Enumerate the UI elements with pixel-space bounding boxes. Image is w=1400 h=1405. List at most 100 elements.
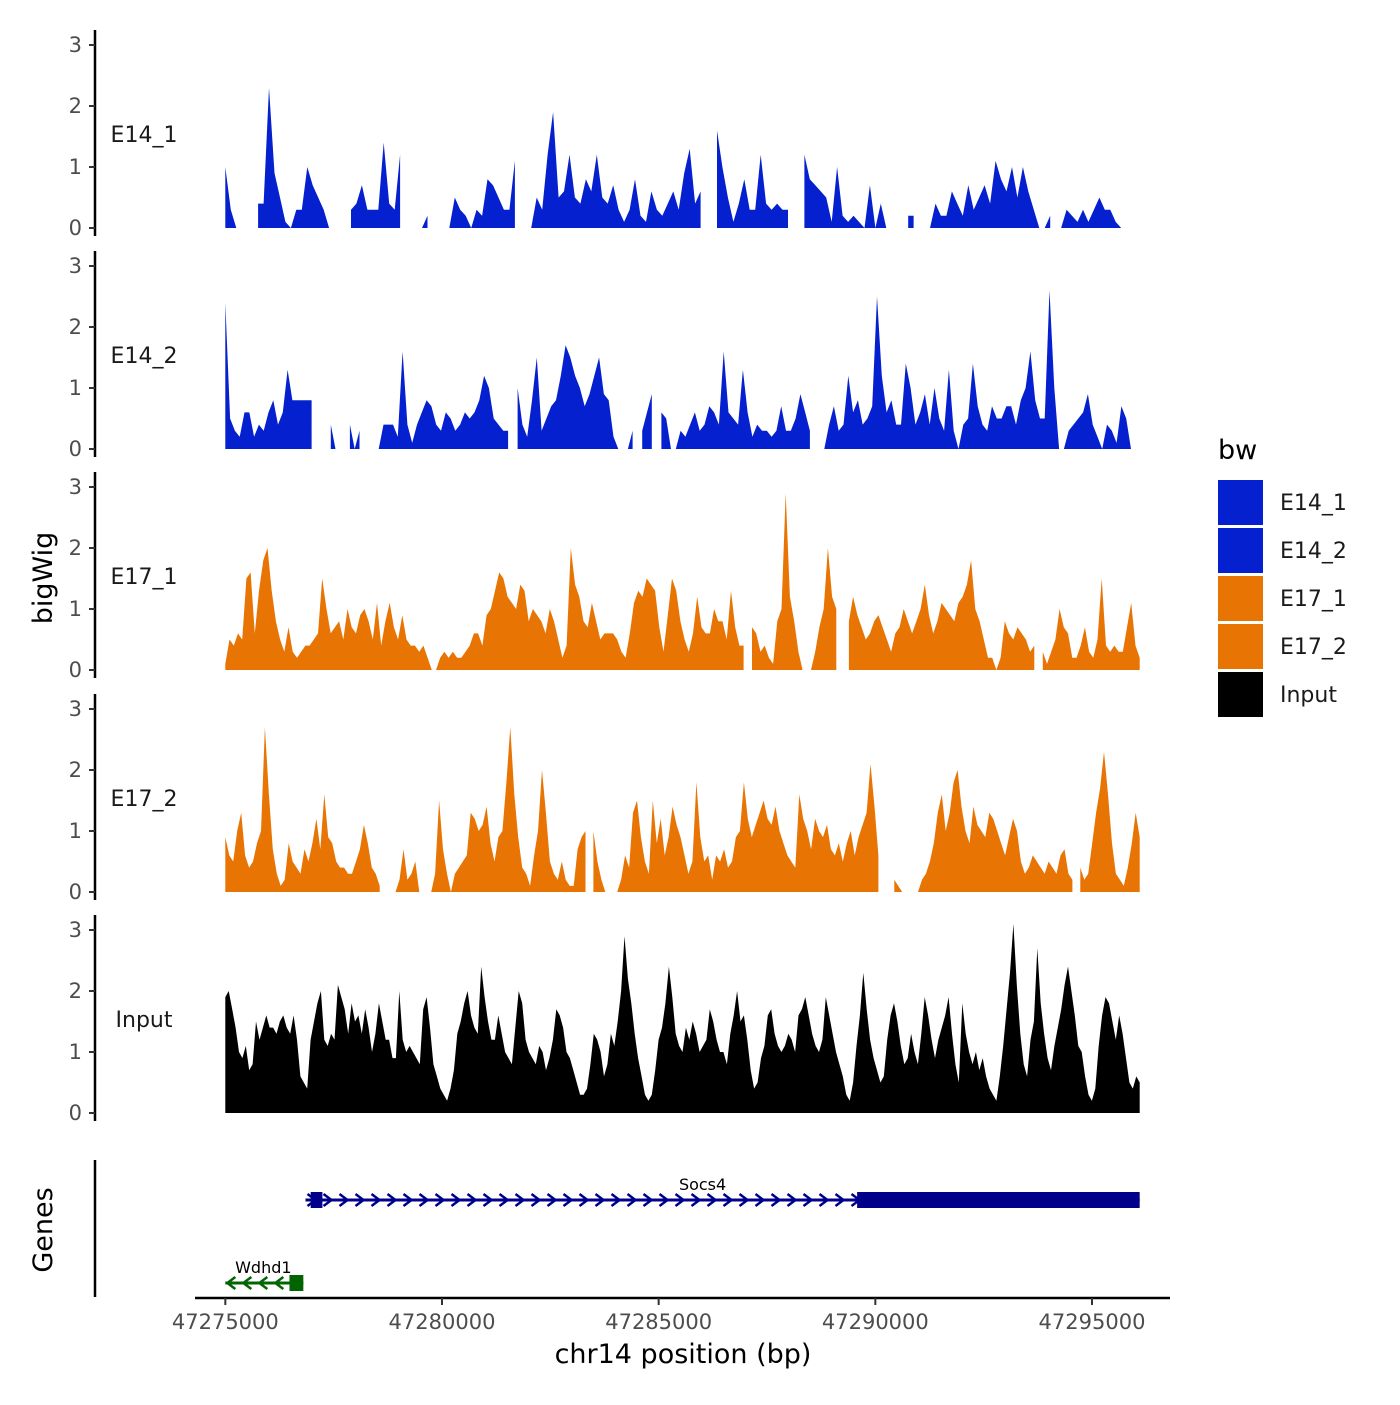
track-e17-1: 0 1 2 3 E17_1 [69, 472, 1140, 682]
strand-arrow [498, 1193, 510, 1207]
x-tick-label: 47285000 [605, 1310, 712, 1334]
y-tick-label: 1 [69, 376, 82, 400]
strand-arrow [370, 1193, 382, 1207]
strand-arrow [674, 1193, 686, 1207]
strand-arrow [273, 1276, 285, 1290]
track-e14-2: 0 1 2 3 E14_2 [69, 251, 1132, 461]
x-tick-label: 47295000 [1039, 1310, 1146, 1334]
strand-arrow [562, 1193, 574, 1207]
track-e17-2: 0 1 2 3 E17_2 [69, 694, 1140, 904]
x-tick-label: 47280000 [389, 1310, 496, 1334]
exon [310, 1192, 323, 1208]
legend-label-e14-1: E14_1 [1280, 491, 1347, 516]
y-tick-label: 0 [69, 880, 82, 904]
y-axis-title: bigWig [28, 532, 59, 625]
legend-label-e17-1: E17_1 [1280, 587, 1347, 612]
strand-arrow [225, 1276, 237, 1290]
exon [857, 1192, 1140, 1208]
legend-label-input: Input [1280, 683, 1337, 708]
strand-arrow [257, 1276, 269, 1290]
y-tick-label: 1 [69, 155, 82, 179]
strand-arrow [658, 1193, 670, 1207]
strand-arrow [450, 1193, 462, 1207]
strand-arrow [482, 1193, 494, 1207]
y-tick-label: 1 [69, 597, 82, 621]
track-label-input: Input [116, 1008, 173, 1033]
gene-track: Socs4 Wdhd1 [93, 1160, 1140, 1297]
strand-arrow [642, 1193, 654, 1207]
bigwig-tracks: 0 1 2 3 E14_1 0 1 2 3 E14_2 0 1 2 3 E17_1 0 1 2 3 E17_2 0 1 2 3… [69, 30, 1140, 1125]
strand-arrow [418, 1193, 430, 1207]
y-tick-label: 3 [69, 697, 82, 721]
strand-arrow [610, 1193, 622, 1207]
y-tick-label: 2 [69, 315, 82, 339]
strand-arrow [338, 1193, 350, 1207]
strand-arrow [546, 1193, 558, 1207]
strand-arrow [578, 1193, 590, 1207]
track-e14-1: 0 1 2 3 E14_1 [69, 30, 1127, 240]
area-e14-1 [225, 87, 1127, 228]
legend-title: bw [1218, 435, 1257, 466]
strand-arrow [322, 1193, 334, 1207]
legend-swatch-e14-1 [1218, 480, 1263, 525]
strand-arrow [754, 1193, 766, 1207]
legend-swatch-e14-2 [1218, 528, 1263, 573]
x-tick-label: 47275000 [172, 1310, 279, 1334]
gene-axis-title: Genes [28, 1187, 59, 1272]
strand-arrow [434, 1193, 446, 1207]
y-tick-label: 2 [69, 94, 82, 118]
y-tick-label: 0 [69, 1101, 82, 1125]
y-tick-label: 0 [69, 216, 82, 240]
y-tick-label: 3 [69, 33, 82, 57]
strand-arrow [594, 1193, 606, 1207]
y-tick-label: 2 [69, 536, 82, 560]
strand-arrow [834, 1193, 846, 1207]
gene-label-wdhd1: Wdhd1 [235, 1258, 291, 1277]
legend-swatch-e17-1 [1218, 576, 1263, 621]
y-tick-label: 3 [69, 475, 82, 499]
area-input [225, 923, 1140, 1113]
strand-arrow [241, 1276, 253, 1290]
track-input: 0 1 2 3 Input [69, 915, 1140, 1125]
x-axis: 47275000 47280000 47285000 47290000 47295000 [172, 1296, 1170, 1334]
strand-arrow [706, 1193, 718, 1207]
legend-label-e17-2: E17_2 [1280, 635, 1347, 660]
strand-arrow [818, 1193, 830, 1207]
gene-label-socs4: Socs4 [679, 1175, 726, 1194]
strand-arrow [786, 1193, 798, 1207]
gene-socs4: Socs4 [305, 1175, 1140, 1208]
y-tick-label: 1 [69, 819, 82, 843]
y-tick-label: 2 [69, 979, 82, 1003]
strand-arrow [402, 1193, 414, 1207]
legend-swatch-input [1218, 672, 1263, 717]
area-e14-2 [225, 290, 1132, 449]
x-axis-title: chr14 position (bp) [555, 1339, 812, 1370]
strand-arrow [690, 1193, 702, 1207]
exon [289, 1275, 304, 1291]
legend-swatch-e17-2 [1218, 624, 1263, 669]
strand-arrow [530, 1193, 542, 1207]
strand-arrow [466, 1193, 478, 1207]
track-label-e17-2: E17_2 [111, 787, 178, 812]
y-tick-label: 1 [69, 1040, 82, 1064]
track-label-e14-1: E14_1 [111, 123, 178, 148]
strand-arrow [770, 1193, 782, 1207]
strand-arrow [354, 1193, 366, 1207]
y-tick-label: 3 [69, 254, 82, 278]
y-tick-label: 0 [69, 437, 82, 461]
strand-arrow [386, 1193, 398, 1207]
strand-arrow [738, 1193, 750, 1207]
strand-arrow [722, 1193, 734, 1207]
track-label-e14-2: E14_2 [111, 344, 178, 369]
track-label-e17-1: E17_1 [111, 565, 178, 590]
y-tick-label: 3 [69, 918, 82, 942]
legend: bw E14_1 E14_2 E17_1 E17_2 Input [1218, 435, 1347, 717]
area-e17-2 [225, 727, 1140, 892]
legend-label-e14-2: E14_2 [1280, 539, 1347, 564]
strand-arrow [626, 1193, 638, 1207]
strand-arrow [802, 1193, 814, 1207]
y-tick-label: 2 [69, 758, 82, 782]
area-e17-1 [225, 493, 1140, 670]
gene-wdhd1: Wdhd1 [225, 1258, 304, 1291]
